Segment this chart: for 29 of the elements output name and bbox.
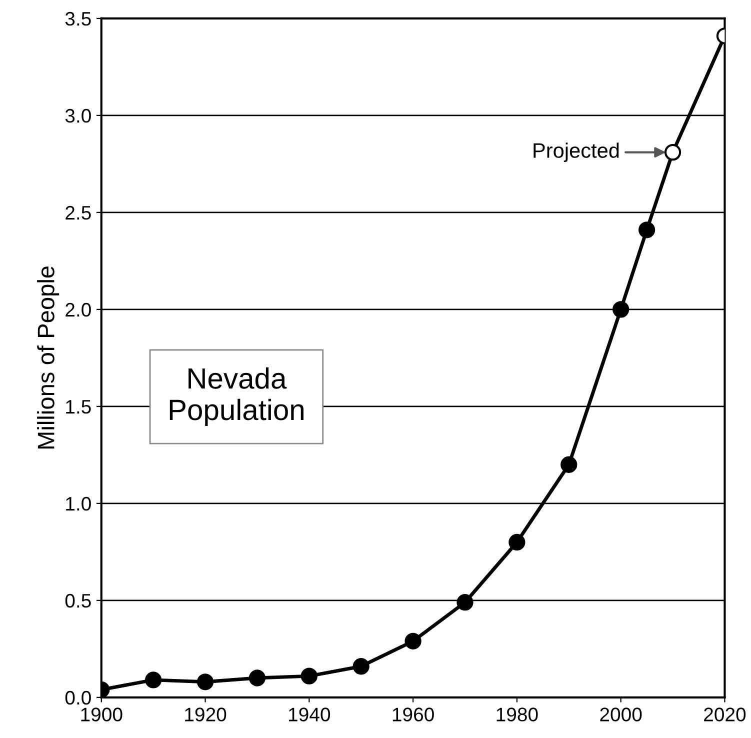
point bbox=[560, 456, 578, 473]
point bbox=[300, 668, 318, 684]
y-tick-label: 3.5 bbox=[65, 12, 91, 26]
point bbox=[352, 658, 370, 675]
y-tick-label: 3.0 bbox=[65, 108, 91, 123]
point bbox=[196, 674, 214, 690]
x-tick-label: 1940 bbox=[289, 708, 330, 722]
x-tick-label: 1960 bbox=[392, 708, 434, 722]
x-tick-label: 1980 bbox=[496, 708, 538, 722]
point bbox=[456, 594, 474, 611]
y-tick-label: 2.5 bbox=[66, 206, 91, 220]
y-axis-title: Millions of People bbox=[37, 266, 60, 449]
x-tick-label: 1920 bbox=[185, 708, 226, 722]
x-tick-label: 2020 bbox=[704, 708, 746, 722]
point bbox=[638, 222, 656, 238]
x-tick-label: 1900 bbox=[81, 708, 122, 722]
annotation: Projected bbox=[534, 142, 619, 162]
y-tick-label: 0.0 bbox=[65, 690, 91, 705]
point bbox=[145, 672, 162, 688]
y-tick-label: 1.5 bbox=[66, 400, 91, 414]
text: Nevada Population bbox=[170, 367, 304, 426]
point bbox=[404, 632, 422, 650]
y-tick-label: 0.5 bbox=[65, 594, 91, 608]
point bbox=[248, 670, 266, 686]
y-tick-label: 2.0 bbox=[66, 302, 91, 317]
point bbox=[612, 301, 630, 318]
point bbox=[508, 534, 526, 551]
y-tick-label: 1.0 bbox=[66, 496, 91, 511]
x-tick-label: 2000 bbox=[600, 708, 642, 722]
